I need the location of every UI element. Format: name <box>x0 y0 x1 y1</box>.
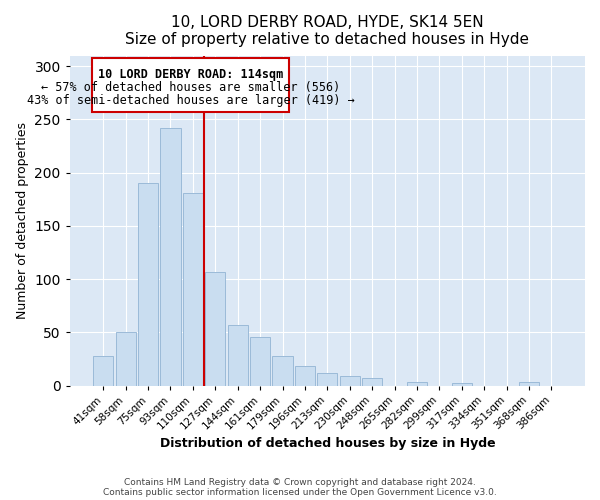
Bar <box>205 272 226 386</box>
Bar <box>160 128 181 386</box>
Bar <box>250 336 270 386</box>
Bar <box>452 384 472 386</box>
Text: Contains HM Land Registry data © Crown copyright and database right 2024.
Contai: Contains HM Land Registry data © Crown c… <box>103 478 497 497</box>
Text: 10 LORD DERBY ROAD: 114sqm: 10 LORD DERBY ROAD: 114sqm <box>98 68 283 82</box>
Text: ← 57% of detached houses are smaller (556): ← 57% of detached houses are smaller (55… <box>41 81 340 94</box>
Bar <box>340 376 360 386</box>
Bar <box>138 184 158 386</box>
FancyBboxPatch shape <box>92 58 289 112</box>
Bar <box>183 193 203 386</box>
Bar <box>519 382 539 386</box>
Bar <box>227 325 248 386</box>
Y-axis label: Number of detached properties: Number of detached properties <box>16 122 29 319</box>
Bar <box>295 366 315 386</box>
Bar <box>93 356 113 386</box>
Bar <box>317 373 337 386</box>
Bar <box>272 356 293 386</box>
Text: 43% of semi-detached houses are larger (419) →: 43% of semi-detached houses are larger (… <box>27 94 355 107</box>
Bar <box>407 382 427 386</box>
X-axis label: Distribution of detached houses by size in Hyde: Distribution of detached houses by size … <box>160 437 495 450</box>
Title: 10, LORD DERBY ROAD, HYDE, SK14 5EN
Size of property relative to detached houses: 10, LORD DERBY ROAD, HYDE, SK14 5EN Size… <box>125 15 529 48</box>
Bar <box>362 378 382 386</box>
Bar <box>116 332 136 386</box>
